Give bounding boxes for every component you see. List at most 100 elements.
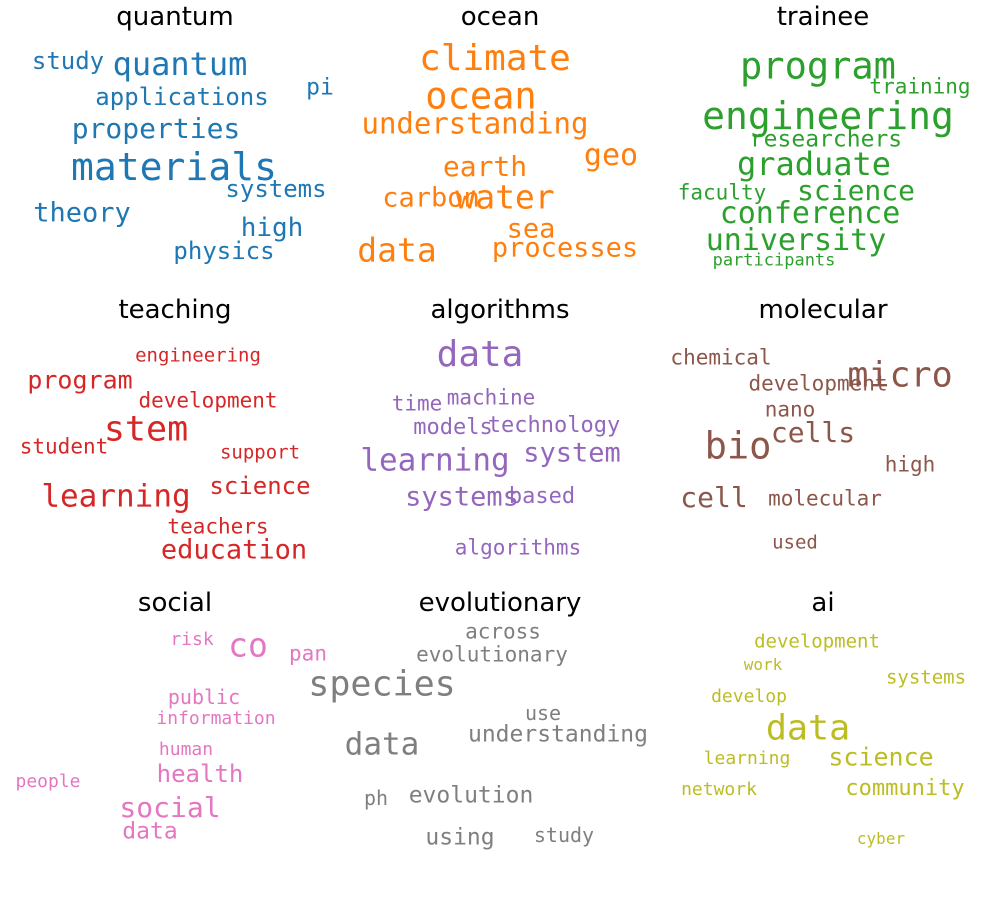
cloud-word: data (357, 230, 437, 270)
cloud-word: evolutionary (416, 642, 568, 667)
cloud-word: micro (847, 355, 953, 396)
cloud-word: bio (704, 424, 772, 468)
wordcloud-panel-evolutionary: evolutionary species data understanding evol… (308, 586, 665, 876)
wordcloud-panel-teaching: teaching stem learning education program scie… (10, 293, 340, 583)
cloud-word: engineering (135, 344, 261, 367)
word-cloud: materials quantum properties theory high appl… (10, 0, 340, 290)
cloud-word: conference (719, 196, 901, 231)
panel-title: molecular (758, 295, 888, 325)
cloud-word: work (743, 655, 783, 674)
cloud-word: technology (487, 413, 621, 438)
cloud-word: university (705, 223, 887, 258)
cloud-word: study (533, 823, 595, 847)
cloud-word: information (156, 708, 276, 729)
cloud-word: theory (33, 197, 131, 229)
cloud-word: system (523, 437, 621, 469)
wordcloud-panel-ai: ai data science community development systems… (658, 586, 988, 876)
cloud-word: development (748, 371, 888, 396)
cloud-word: network (681, 779, 757, 800)
cloud-word: data (765, 708, 851, 749)
cloud-word: pan (289, 641, 327, 666)
cloud-word: people (15, 771, 81, 792)
cloud-word: support (219, 441, 301, 464)
cloud-word: researchers (749, 126, 903, 153)
cloud-word: data (122, 818, 178, 845)
word-cloud: data science community development systems de… (658, 586, 988, 876)
cloud-word: using (425, 824, 495, 851)
cloud-word: co (228, 625, 268, 665)
cloud-word: social (119, 791, 221, 824)
cloud-word: climate (419, 38, 571, 79)
cloud-word: program (27, 365, 133, 395)
wordcloud-panel-ocean: ocean ocean climate water data understanding g… (335, 0, 665, 290)
cloud-word: sea (506, 213, 556, 245)
cloud-word: study (31, 47, 105, 75)
panel-title: trainee (776, 2, 870, 32)
panel-title: algorithms (430, 295, 570, 325)
cloud-word: materials (71, 145, 277, 189)
cloud-word: graduate (736, 145, 892, 183)
cloud-word: cyber (856, 829, 906, 848)
cloud-word: learning (360, 442, 510, 479)
panel-title: evolutionary (418, 588, 582, 618)
cloud-word: time (391, 391, 443, 416)
cloud-word: program (740, 44, 896, 88)
panel-title: ocean (460, 2, 540, 32)
cloud-word: nano (764, 397, 816, 422)
cloud-word: models (413, 415, 493, 440)
cloud-word: science (209, 472, 311, 500)
cloud-word: evolution (408, 782, 534, 809)
cloud-word: chemical (670, 345, 772, 370)
cloud-word: student (19, 434, 109, 459)
cloud-word: risk (170, 629, 214, 650)
cloud-word: education (160, 534, 308, 566)
wordcloud-panel-quantum: quantum materials quantum properties theory h… (10, 0, 340, 290)
panel-title: quantum (116, 2, 234, 32)
panel-title: social (137, 588, 213, 618)
cloud-word: systems (225, 175, 327, 203)
cloud-word: development (138, 388, 278, 413)
word-cloud: ocean climate water data understanding geo ear… (335, 0, 665, 290)
cloud-word: cells (770, 416, 856, 449)
cloud-word: engineering (702, 94, 954, 138)
cloud-word: faculty (677, 180, 767, 205)
word-cloud: micro bio cells cell development chemical nano… (658, 293, 988, 583)
cloud-word: science (796, 174, 916, 207)
cloud-word: machine (446, 385, 536, 410)
panel-title: teaching (118, 295, 232, 325)
wordcloud-panel-molecular: molecular micro bio cells cell development che… (658, 293, 988, 583)
cloud-word: develop (711, 686, 787, 707)
cloud-word: applications (95, 83, 269, 111)
cloud-word: algorithms (454, 535, 582, 560)
panel-title: ai (811, 588, 835, 618)
cloud-word: molecular (768, 486, 882, 511)
wordcloud-panel-social: social co social health data pan public informa… (10, 586, 340, 876)
word-cloud: stem learning education program science devel… (10, 293, 340, 583)
cloud-word: properties (71, 112, 241, 145)
cloud-word: development (754, 630, 880, 653)
cloud-word: stem (103, 409, 189, 450)
cloud-word: health (156, 760, 244, 788)
cloud-word: public (167, 685, 241, 709)
cloud-word: understanding (361, 106, 589, 141)
cloud-word: geo (583, 138, 639, 173)
wordcloud-panel-algorithms: algorithms data learning system systems model… (335, 293, 665, 583)
cloud-word: physics (173, 237, 275, 265)
cloud-word: data (344, 726, 420, 763)
cloud-word: pi (306, 74, 334, 101)
wordcloud-panel-trainee: trainee engineering program graduate confere… (658, 0, 988, 290)
cloud-word: water (455, 177, 555, 217)
cloud-word: earth (442, 150, 528, 183)
cloud-word: cell (680, 481, 748, 514)
cloud-word: based (508, 484, 576, 509)
cloud-word: community (845, 776, 965, 801)
word-cloud: co social health data pan public information hu… (10, 586, 340, 876)
cloud-word: learning (41, 478, 191, 515)
cloud-word: ph (363, 786, 389, 810)
word-cloud: species data understanding evolution using ev… (308, 586, 665, 876)
cloud-word: data (436, 334, 524, 375)
cloud-word: across (465, 619, 541, 644)
cloud-word: training (869, 74, 971, 99)
cloud-word: high (884, 452, 936, 477)
